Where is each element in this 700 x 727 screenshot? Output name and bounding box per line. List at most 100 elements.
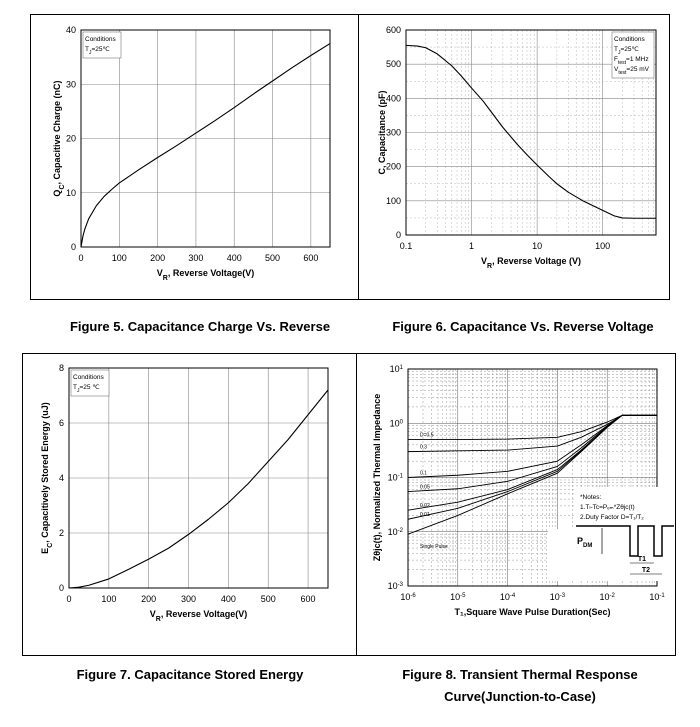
- fig6-x-tick-label: 10: [532, 241, 542, 251]
- fig8-pulse-bg: [548, 529, 658, 581]
- fig7-conditions-title: Conditions: [73, 374, 104, 381]
- fig8-y-tick-label: 100: [390, 418, 404, 428]
- figure5-caption: Figure 5. Capacitance Charge Vs. Reverse: [69, 319, 331, 334]
- fig8-note-1: 1.Tₗ-Tc=Pₑₘ*Zθjc(t): [580, 504, 635, 511]
- fig5-plot-frame: [80, 29, 331, 248]
- fig6-plot-frame: [405, 29, 657, 236]
- fig6-x-tick-label: 0.1: [400, 241, 413, 251]
- fig7-y-tick-label: 6: [59, 418, 64, 428]
- fig8-x-tick-label: 10-4: [500, 592, 516, 602]
- fig6-y-tick-label: 200: [386, 162, 401, 172]
- fig8-notes-title: *Notes:: [580, 494, 602, 501]
- fig8-series-line: [407, 414, 657, 453]
- fig8-y-tick-label: 10-1: [388, 473, 404, 483]
- fig5-x-tick-label: 100: [112, 253, 127, 263]
- fig7-y-tick-label: 8: [59, 363, 64, 373]
- fig7-conditions-box: [70, 369, 110, 397]
- fig7-x-tick-label: 300: [181, 594, 196, 604]
- fig5-x-tick-label: 200: [150, 253, 165, 263]
- fig7-chart: 0 100 200 300 400 500 600 0 2 4 6 8 VR, Reverse Volt…: [40, 363, 329, 623]
- fig5-x-tick-label: 0: [78, 253, 83, 263]
- fig8-pulse-waveform: [576, 525, 674, 557]
- fig8-series-label: 0.3: [420, 445, 427, 451]
- fig7-x-tick-label: 0: [66, 594, 71, 604]
- fig8-x-tick-label: 10-2: [600, 592, 616, 602]
- fig7-y-tick-label: 4: [59, 473, 64, 483]
- fig5-x-tick-label: 300: [188, 253, 203, 263]
- fig8-x-tick-label: 10-6: [400, 592, 416, 602]
- fig8-chart: 10-6 10-5 10-4 10-3 10-2 10-1 10-3 10-2 10-1 100 1…: [372, 364, 674, 617]
- fig7-x-tick-label: 500: [261, 594, 276, 604]
- fig5-x-tick-label: 400: [227, 253, 242, 263]
- fig7-x-axis-label: VR, Reverse Voltage(V): [150, 609, 247, 623]
- fig6-conditions-line: TJ=25℃: [614, 46, 640, 56]
- fig5-conditions-line: TJ=25℃: [85, 46, 111, 56]
- fig5-y-tick-label: 10: [66, 188, 76, 198]
- fig8-t1-label: T1: [638, 556, 646, 563]
- fig7-x-tick-label: 600: [301, 594, 316, 604]
- fig8-series-label: D=0.5: [420, 433, 434, 439]
- fig5-conditions-title: Conditions: [85, 36, 116, 43]
- fig5-y-tick-label: 40: [66, 25, 76, 35]
- fig6-conditions-line: Vtest=25 mV: [614, 66, 650, 76]
- fig8-y-tick-label: 10-3: [388, 581, 404, 591]
- fig6-conditions-title: Conditions: [614, 36, 645, 43]
- fig5-x-tick-label: 500: [265, 253, 280, 263]
- fig8-series-line: [408, 414, 657, 441]
- fig8-y-tick-label: 101: [390, 364, 404, 374]
- fig5-conditions-box: [82, 31, 122, 59]
- fig7-y-tick-label: 2: [59, 528, 64, 538]
- fig6-y-tick-label: 400: [386, 93, 401, 103]
- fig8-y-axis-label: Zθjc(t), Normalized Thermal Impedance: [372, 394, 382, 561]
- fig8-notes-bg: [576, 487, 662, 529]
- fig7-conditions-line: TJ=25 ℃: [73, 384, 100, 394]
- fig8-series-label: 0.01: [420, 512, 430, 518]
- fig5-y-tick-label: 0: [71, 242, 76, 252]
- fig7-x-tick-label: 400: [221, 594, 236, 604]
- fig8-x-tick-label: 10-1: [649, 592, 665, 602]
- fig7-series-line: [68, 389, 329, 589]
- fig7-y-axis-label: EC, Capacitively Stored Energy (uJ): [40, 402, 54, 554]
- fig5-y-tick-label: 20: [66, 134, 76, 144]
- fig8-x-tick-label: 10-5: [450, 592, 466, 602]
- fig6-x-tick-label: 1: [469, 241, 474, 251]
- fig6-y-tick-label: 100: [386, 196, 401, 206]
- fig8-series-label: 0.02: [420, 503, 430, 509]
- fig7-x-tick-label: 100: [101, 594, 116, 604]
- fig8-series-label: 0.1: [420, 471, 427, 477]
- figure8-caption-line2: Curve(Junction-to-Case): [444, 689, 596, 704]
- fig6-series-line: [405, 44, 656, 219]
- fig8-series-label: Single Pulse: [420, 544, 448, 550]
- fig6-conditions-box: [611, 31, 655, 79]
- fig6-y-tick-label: 500: [386, 59, 401, 69]
- fig5-chart: 0 100 200 300 400 500 600 0 10 20 30 40 VR, Reverse …: [52, 25, 331, 282]
- fig8-x-tick-label: 10-3: [550, 592, 566, 602]
- fig7-x-tick-label: 200: [141, 594, 156, 604]
- fig8-t2-label: T2: [642, 567, 650, 574]
- fig8-y-tick-label: 10-2: [388, 527, 404, 537]
- fig6-chart: 0.1 1 10 100 0 100 200 300 400 500 600 VR, Reverse …: [377, 25, 657, 270]
- fig8-note-2: 2.Duty Factor D=T₁/T₂: [580, 514, 644, 521]
- fig8-series-line: [407, 414, 657, 535]
- figure5-panel: [30, 14, 359, 300]
- fig6-x-axis-label: VR, Reverse Voltage (V): [481, 256, 581, 270]
- fig8-series-line: [407, 414, 657, 478]
- fig8-series-label: 0.05: [420, 485, 430, 491]
- fig7-y-tick-label: 0: [59, 583, 64, 593]
- fig6-y-axis-label: C, Capacitance (pF): [377, 90, 387, 174]
- fig6-y-tick-label: 600: [386, 25, 401, 35]
- figure7-caption: Figure 7. Capacitance Stored Energy: [76, 667, 304, 682]
- fig5-x-tick-label: 600: [303, 253, 318, 263]
- fig8-pdm-label: PDM: [577, 536, 592, 549]
- fig6-y-tick-label: 300: [386, 128, 401, 138]
- fig5-series-line: [80, 43, 331, 248]
- figure6-caption: Figure 6. Capacitance Vs. Reverse Voltag…: [392, 319, 654, 334]
- fig5-x-axis-label: VR, Reverse Voltage(V): [157, 268, 254, 282]
- fig6-conditions-line: Ftest=1 MHz: [614, 56, 649, 66]
- fig6-x-tick-label: 100: [595, 241, 610, 251]
- fig8-x-axis-label: T₁,Square Wave Pulse Duration(Sec): [455, 607, 611, 617]
- fig5-y-axis-label: QC, Capacitive Charge (nC): [52, 80, 66, 196]
- fig6-y-tick-label: 0: [396, 230, 401, 240]
- figure8-caption-line1: Figure 8. Transient Thermal Response: [402, 667, 638, 682]
